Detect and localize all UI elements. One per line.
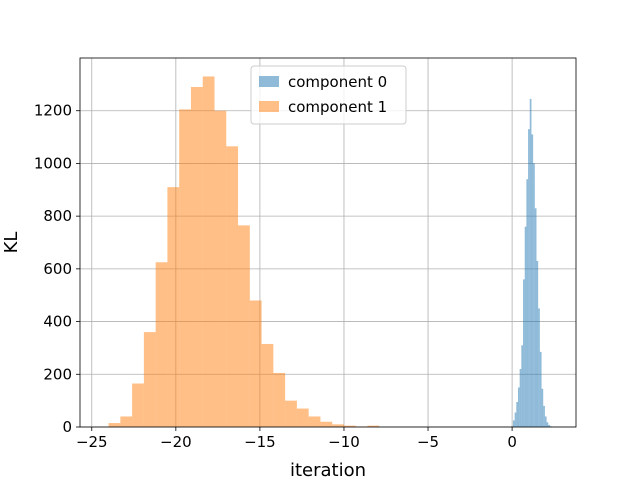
histogram-bar [261,343,274,427]
bars [108,76,552,428]
x-tick-label: −10 [328,433,360,451]
x-axis-label: iteration [290,460,366,480]
histogram-bar [226,146,239,427]
histogram-bar [514,412,517,427]
histogram-bar [202,76,215,427]
histogram-bar [273,372,286,427]
legend-label: component 1 [288,98,387,116]
histogram-bar [538,308,540,427]
histogram-bar [524,226,527,427]
y-axis-label: KL [1,232,22,254]
histogram-bar [132,383,144,427]
y-tick-label: 0 [62,418,72,436]
x-tick-label: −5 [417,433,439,451]
histogram-bar [517,387,520,427]
histogram-bar [320,421,333,427]
histogram-bar [285,400,297,427]
legend-swatch [259,76,279,87]
histogram-bar [543,405,545,427]
histogram-bar [190,86,203,427]
axes-frame [79,57,577,428]
histogram-bar [143,332,156,427]
histogram-bar [548,424,550,427]
x-tick-label: −15 [244,433,276,451]
y-tick-label: 1000 [34,154,72,172]
y-tick-label: 400 [43,313,72,331]
histogram-bar [512,420,515,427]
histogram-bar [533,163,535,427]
x-tick-label: −25 [76,433,108,451]
histogram-bar [523,279,525,427]
histogram-bar [155,262,168,427]
histogram-bar [519,369,522,427]
y-tick-label: 1200 [34,102,72,120]
histogram-bar [214,110,227,427]
histogram-bar [108,423,121,427]
histogram-bar [546,422,549,427]
histogram-bar [521,345,524,427]
histogram-bar [516,401,518,427]
histogram-bar [544,416,547,427]
y-tick-label: 200 [43,365,72,383]
series-0-bars [511,98,552,427]
histogram-bar [539,351,542,427]
histogram-bar [167,187,180,427]
y-tick-label: 800 [43,207,72,225]
histogram-bar [526,179,529,427]
histogram-bar [296,408,309,427]
series-1-bars [108,76,380,428]
histogram-bar [534,208,537,427]
histogram-bar [343,425,356,427]
legend-box [250,65,407,125]
histogram-bar [536,260,539,427]
ticks: −25 −20 −15 −10 −5 0 0 200 400 600 800 1000 1200 [34,102,517,451]
x-tick-label: −20 [160,433,192,451]
histogram-bar [531,134,534,427]
legend: component 0 component 1 [250,65,407,125]
histogram-bar [308,416,321,427]
histogram-bar [238,225,250,427]
histogram-bar [367,425,380,427]
histogram-bar [249,300,262,427]
histogram-bar [528,129,530,427]
histogram-bar [541,388,544,427]
x-tick-label: 0 [507,433,517,451]
histogram-bar [120,416,133,427]
histogram-bar [332,424,344,427]
y-tick-label: 600 [43,260,72,278]
legend-label: component 0 [288,73,387,91]
legend-swatch [259,101,279,112]
histogram-bar [529,98,532,427]
histogram-bar [179,109,191,428]
